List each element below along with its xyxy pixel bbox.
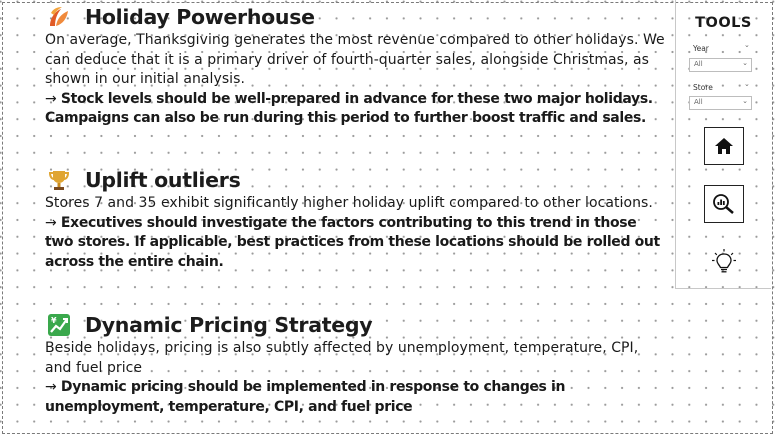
store-slicer-label: Store [693, 83, 713, 92]
section-body: Stores 7 and 35 exhibit significantly hi… [45, 195, 653, 211]
section-title: Uplift outliers [85, 168, 241, 192]
insight-holiday-powerhouse: Holiday Powerhouse On average, Thanksgiv… [45, 3, 665, 129]
chevron-down-icon[interactable]: ⌄ [744, 41, 750, 49]
chevron-down-icon: ⌄ [742, 97, 748, 105]
section-header: ¥ Dynamic Pricing Strategy [45, 311, 665, 339]
store-slicer-dropdown[interactable]: All ⌄ [689, 96, 752, 110]
zoom-chart-icon [713, 194, 734, 214]
action-text: Dynamic pricing should be implemented in… [45, 379, 566, 415]
trophy-icon [45, 166, 73, 194]
svg-text:¥: ¥ [51, 316, 57, 325]
section-header: Holiday Powerhouse [45, 3, 665, 31]
currency-chart-icon: ¥ [45, 311, 73, 339]
chevron-down-icon: ⌄ [742, 59, 748, 67]
arrow-icon: → [45, 90, 57, 107]
store-slicer-value: All [694, 98, 703, 106]
arrow-icon: → [45, 214, 57, 231]
section-title: Holiday Powerhouse [85, 5, 315, 29]
drillthrough-button[interactable] [704, 185, 744, 223]
section-title: Dynamic Pricing Strategy [85, 313, 373, 337]
section-header: Uplift outliers [45, 166, 665, 194]
arrow-icon: → [45, 379, 57, 395]
section-action: → Dynamic pricing should be implemented … [45, 378, 665, 417]
section-body: On average, Thanksgiving generates the m… [45, 32, 665, 87]
insight-uplift-outliers: Uplift outliers Stores 7 and 35 exhibit … [45, 166, 665, 272]
year-slicer-label: Year [693, 44, 709, 53]
year-slicer-dropdown[interactable]: All ⌄ [689, 58, 752, 72]
insights-button[interactable] [711, 248, 737, 276]
insight-dynamic-pricing: ¥ Dynamic Pricing Strategy Beside holida… [45, 311, 665, 417]
tools-panel: TOOLS Year ⌄ All ⌄ Store ⌄ All ⌄ [675, 0, 771, 289]
home-icon [715, 138, 733, 154]
action-text: Stock levels should be well-prepared in … [45, 90, 653, 127]
action-text: Executives should investigate the factor… [45, 214, 660, 270]
tools-title: TOOLS [695, 15, 752, 31]
chevron-down-icon[interactable]: ⌄ [744, 80, 750, 88]
leaf-icon [45, 3, 73, 31]
section-body: Beside holidays, pricing is also subtly … [45, 340, 639, 376]
year-slicer-value: All [694, 60, 703, 68]
section-action: → Stock levels should be well-prepared i… [45, 90, 665, 129]
section-action: → Executives should investigate the fact… [45, 214, 665, 273]
lightbulb-icon [712, 249, 736, 273]
home-button[interactable] [704, 127, 744, 165]
